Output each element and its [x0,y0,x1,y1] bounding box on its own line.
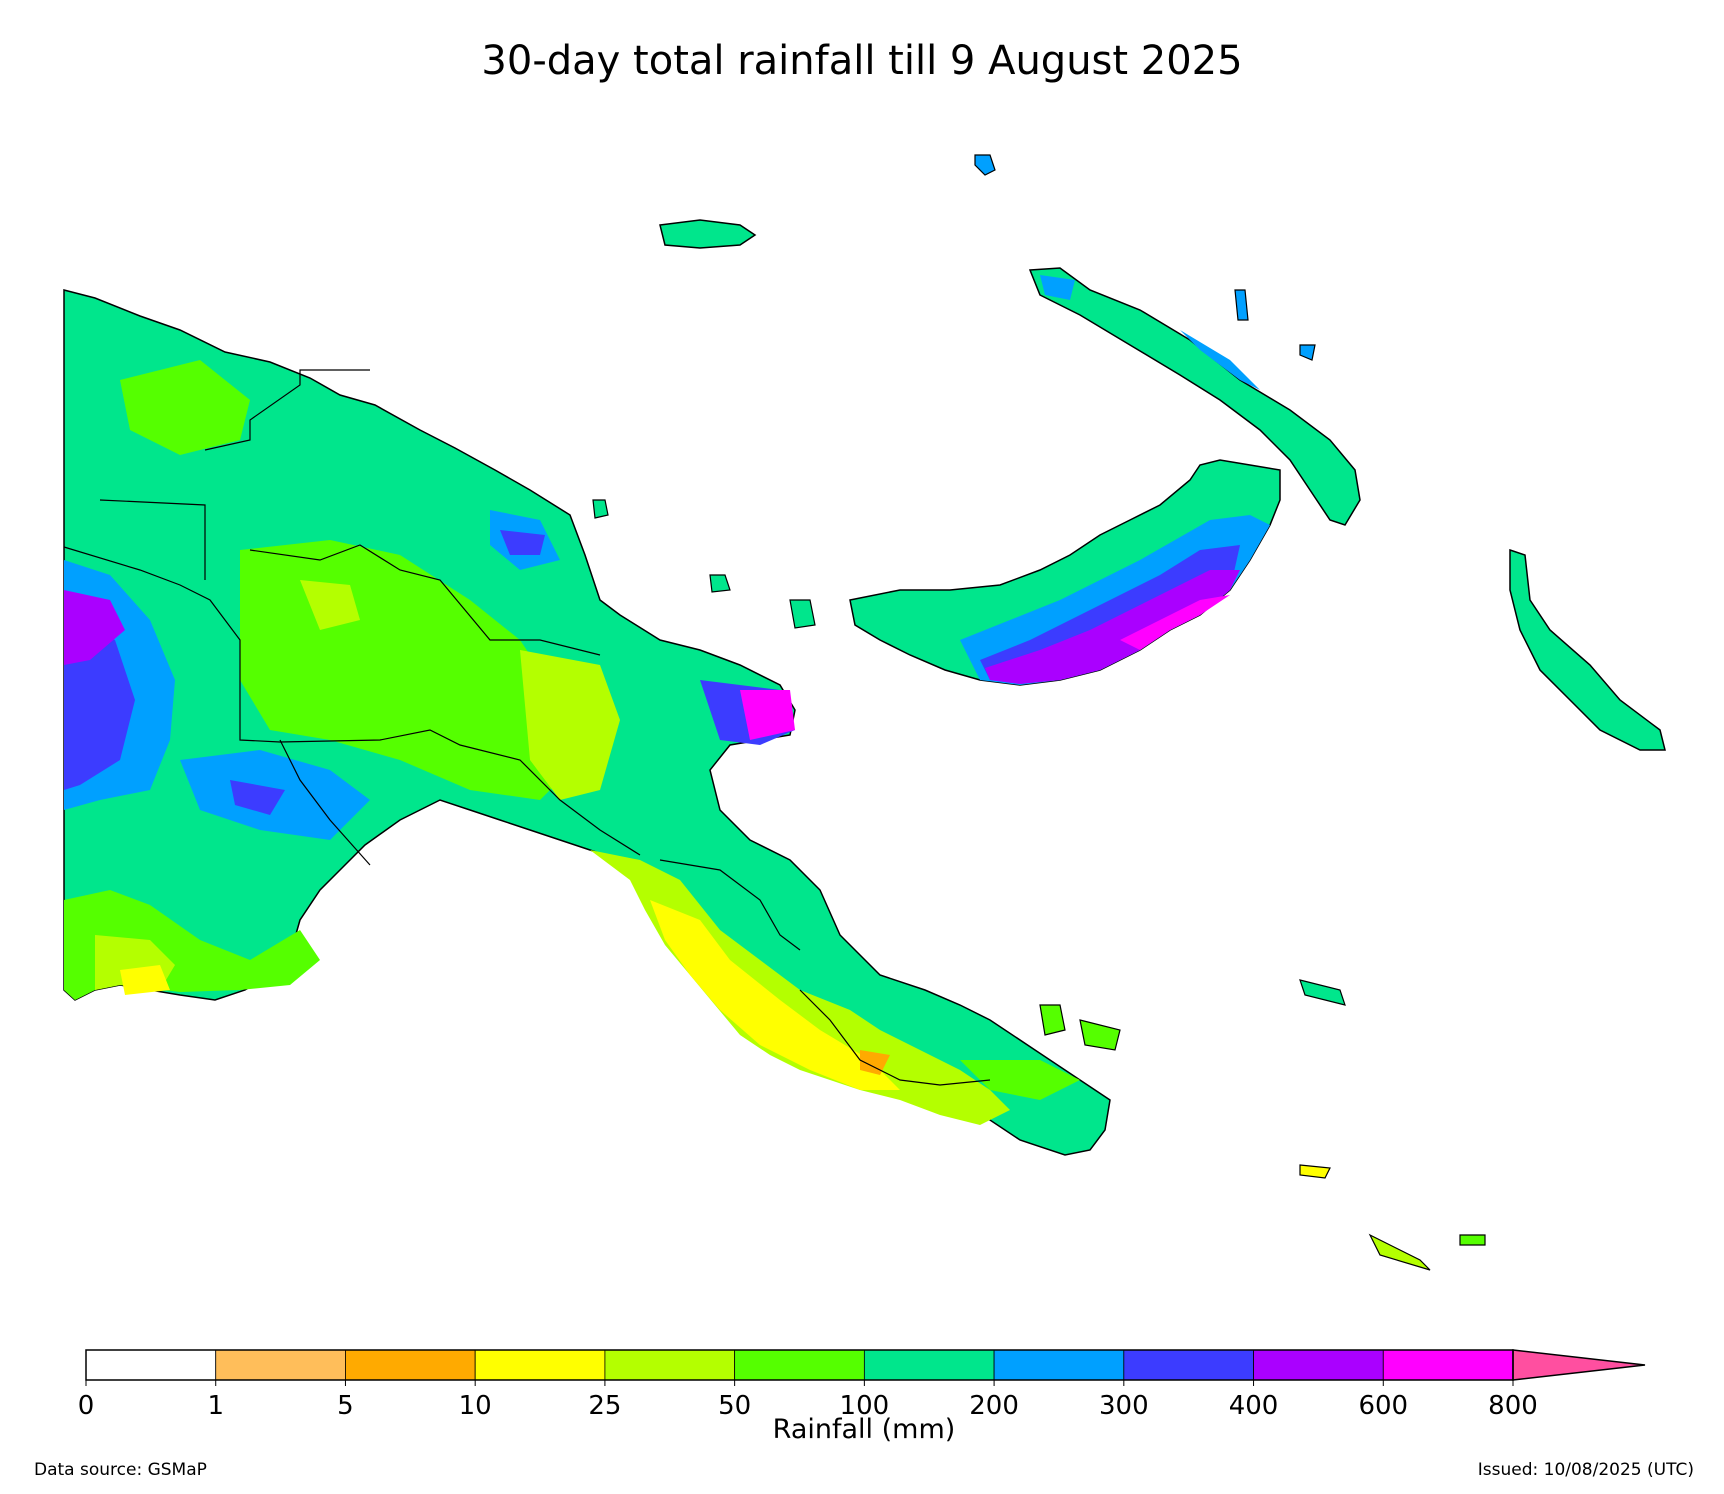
colorbar-tick-label: 10 [459,1391,492,1421]
colorbar-cell [85,1349,217,1381]
colorbar-tick-label: 50 [718,1391,751,1421]
colorbar-cell [1123,1349,1254,1381]
colorbar: 0 1 5 10 25 50 100 200 300 400 600 800 Rainfall (mm… [78,1349,1646,1445]
colorbar-cell [1382,1349,1514,1381]
manus-island [659,219,757,249]
colorbar-extend [1512,1349,1646,1381]
new-britain [849,459,1281,686]
bougainville [1509,548,1666,751]
issued-note: Issued: 10/08/2025 (UTC) [1477,1460,1694,1480]
colorbar-cell [993,1349,1125,1381]
colorbar-cell [734,1349,865,1381]
colorbar-tick-label: 25 [588,1391,621,1421]
colorbar-tick-label: 300 [1099,1391,1149,1421]
mainland [63,289,1111,1156]
colorbar-tick-label: 100 [840,1391,890,1421]
colorbar-tick-label: 1 [207,1391,224,1421]
colorbar-cells [85,1349,1514,1381]
colorbar-frame [85,1349,1514,1381]
colorbar-cell [863,1349,995,1381]
colorbar-cell [474,1349,606,1381]
colorbar-tick-label: 600 [1358,1391,1408,1421]
data-source-note: Data source: GSMaP [34,1460,207,1480]
colorbar-tick-label: 5 [337,1391,354,1421]
new-ireland [1028,267,1361,526]
colorbar-label: Rainfall (mm) [773,1414,956,1445]
colorbar-tick-label: 800 [1488,1391,1538,1421]
colorbar-cell [1253,1349,1384,1381]
colorbar-cell [345,1349,476,1381]
colorbar-ticks: 0 1 5 10 25 50 100 200 300 400 600 800 [78,1380,1538,1421]
colorbar-tick-label: 400 [1229,1391,1279,1421]
province-borders [63,369,991,1086]
colorbar-tick-label: 0 [78,1391,95,1421]
colorbar-cell [215,1349,346,1381]
small-islands [592,154,1486,1271]
colorbar-tick-label: 200 [969,1391,1019,1421]
map-title: 30-day total rainfall till 9 August 2025 [481,38,1243,84]
colorbar-cell [604,1349,736,1381]
